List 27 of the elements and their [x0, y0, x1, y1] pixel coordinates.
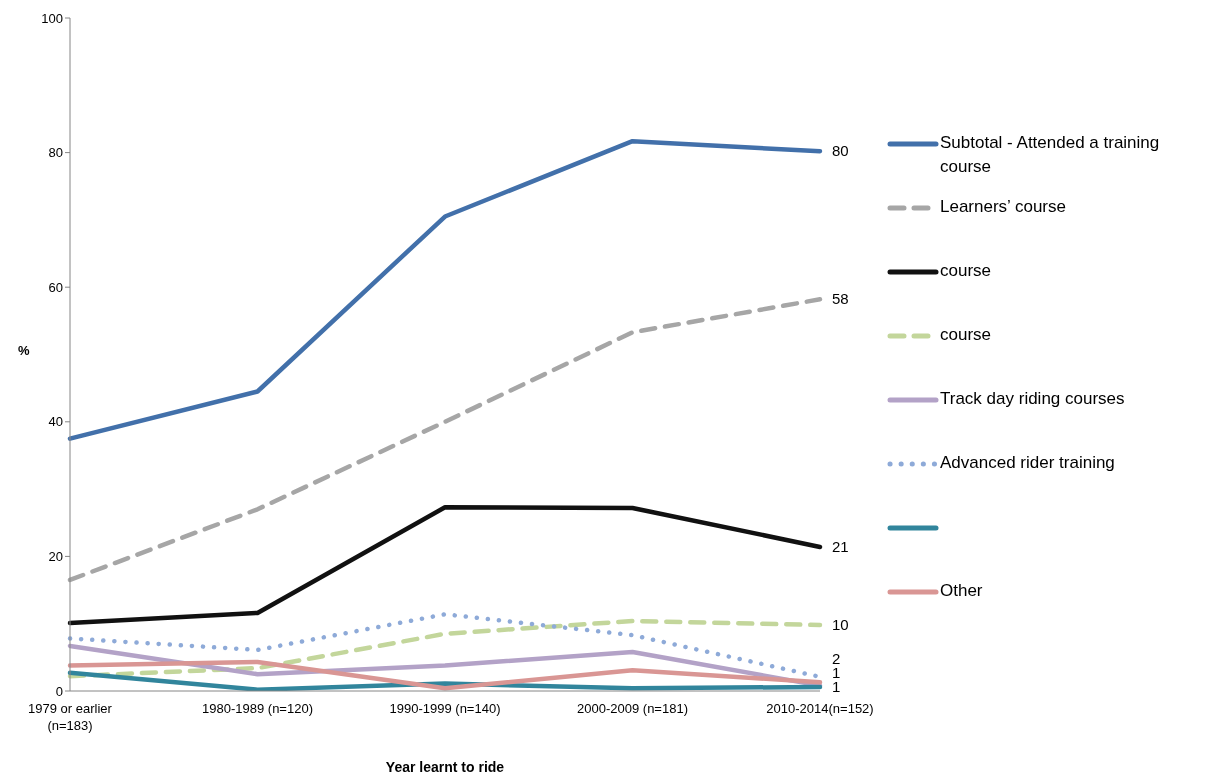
y-tick-label: 0 [55, 683, 63, 699]
legend-label: Advanced rider training [940, 452, 1116, 474]
x-axis-title: Year learnt to ride [385, 759, 505, 775]
legend-label: Other [940, 580, 984, 602]
y-tick-label: 100 [41, 10, 63, 26]
y-tick-label: 40 [48, 414, 63, 430]
x-tick-label: 1979 or earlier (n=183) [28, 701, 113, 733]
data-label: 21 [832, 537, 849, 555]
x-tick-label: 1990-1999 (n=140) [389, 701, 501, 716]
x-tick-label: 2010-2014(n=152) [766, 701, 874, 716]
y-tick-label: 80 [48, 145, 63, 161]
y-tick-label: 60 [48, 279, 63, 295]
y-axis-title: % [18, 342, 30, 358]
line-series [67, 138, 823, 441]
legend-label: Subtotal - Attended a training course [940, 132, 1161, 178]
legend-label: Learners’ course [940, 196, 1067, 218]
data-label: 80 [832, 142, 849, 160]
y-tick-label: 20 [48, 549, 63, 565]
legend-label: course [940, 260, 993, 282]
x-tick-label: 1980-1989 (n=120) [202, 701, 313, 716]
data-label: 58 [832, 290, 849, 308]
x-tick-label: 2000-2009 (n=181) [577, 701, 688, 716]
legend-label: course [940, 324, 993, 346]
line-series [67, 297, 823, 583]
line-series [67, 505, 823, 626]
data-label: 10 [832, 616, 849, 634]
legend-label: Track day riding courses [940, 388, 1126, 410]
